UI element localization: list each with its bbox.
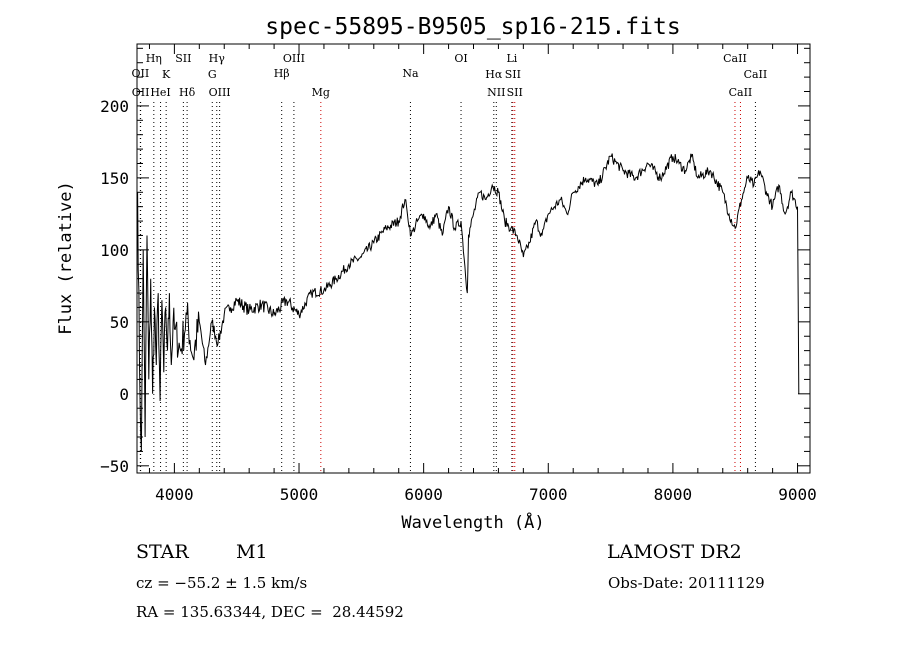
line-label: Hβ xyxy=(274,67,290,80)
spectral-line-markers: OII OII HηK HeI SII Hδ Hγ G OIII OIII Hβ Mg Na OI LiHα… xyxy=(132,52,768,473)
line-label: SII xyxy=(507,86,523,99)
x-axis-label: Wavelength (Å) xyxy=(401,511,544,533)
y-axis-label: Flux (relative) xyxy=(56,181,76,335)
x-tick-label: 8000 xyxy=(654,485,693,504)
spectrum-series xyxy=(137,153,800,452)
x-tick-label: 7000 xyxy=(529,485,568,504)
line-label: OII xyxy=(132,86,150,99)
line-label: OIII xyxy=(209,86,231,99)
line-label: Na xyxy=(402,67,419,80)
line-label: K xyxy=(162,68,171,81)
y-tick-label: −50 xyxy=(100,457,129,476)
line-label: SII xyxy=(505,68,521,81)
plot-frame xyxy=(136,43,811,474)
line-label: CaII xyxy=(729,86,753,99)
object-class: STAR xyxy=(136,541,189,563)
spectrum-line xyxy=(137,153,800,452)
x-tick-label: 6000 xyxy=(404,485,443,504)
line-label: CaII xyxy=(723,52,747,65)
line-label: Hγ xyxy=(209,52,226,65)
survey-name: LAMOST DR2 xyxy=(607,541,742,563)
observation-date: Obs-Date: 20111129 xyxy=(608,574,765,592)
line-label: OIII xyxy=(283,52,305,65)
redshift-value: cz = −55.2 ± 1.5 km/s xyxy=(136,574,308,592)
sky-coordinates: RA = 135.63344, DEC = 28.44592 xyxy=(136,603,404,621)
line-label: Mg xyxy=(312,86,330,99)
chart-title: spec-55895-B9505_sp16-215.fits xyxy=(265,14,680,40)
line-label: HeI xyxy=(150,86,170,99)
line-label: G xyxy=(208,68,217,81)
line-label: OII xyxy=(132,67,150,80)
y-tick-label: 200 xyxy=(100,97,129,116)
line-label: Li xyxy=(506,52,517,65)
line-label: SII xyxy=(175,52,191,65)
x-tick-label: 4000 xyxy=(155,485,194,504)
y-tick-label: 0 xyxy=(119,385,129,404)
y-tick-label: 100 xyxy=(100,241,129,260)
line-label: Hη xyxy=(146,52,162,65)
line-label: OI xyxy=(454,52,467,65)
y-tick-label: 150 xyxy=(100,169,129,188)
line-label: Hα xyxy=(485,68,503,81)
x-tick-label: 9000 xyxy=(778,485,817,504)
x-tick-label: 5000 xyxy=(280,485,319,504)
axis-ticks: 4000 5000 6000 7000 8000 9000 −50 0 50 100 150 200 xyxy=(100,44,817,504)
y-tick-label: 50 xyxy=(110,313,129,332)
line-label: Hδ xyxy=(179,86,196,99)
line-label: NII xyxy=(487,86,505,99)
object-subclass: M1 xyxy=(236,541,268,563)
line-label: CaII xyxy=(744,68,768,81)
